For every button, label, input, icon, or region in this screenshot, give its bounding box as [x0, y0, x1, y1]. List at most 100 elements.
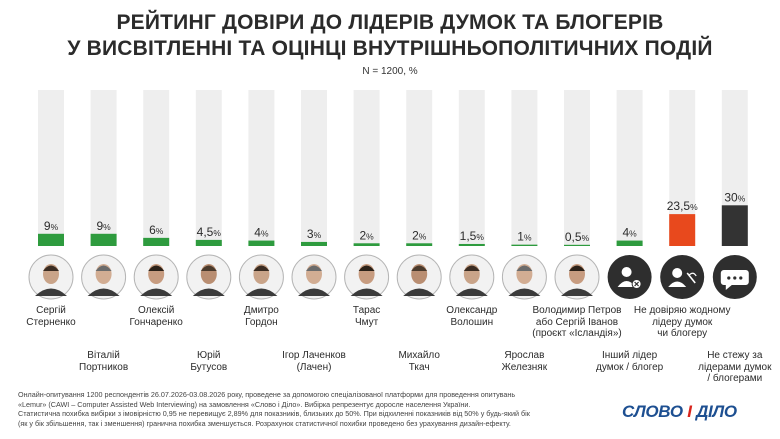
category-label-line: Михайло: [398, 350, 440, 361]
category-label: Тарас Чмут: [307, 305, 427, 328]
bar-track: [616, 90, 643, 246]
bar-group: 4%: [607, 90, 652, 299]
category-label-line: лідеру думок: [652, 316, 713, 328]
bar-value-label: 2%: [359, 228, 374, 242]
category-label-line: Ігор Лаченков: [282, 350, 346, 361]
category-label-line: Юрій: [197, 350, 221, 361]
bar-group: 9%: [28, 90, 74, 300]
bar-track: [248, 90, 275, 246]
category-label-line: Ярослав: [504, 350, 545, 361]
user-muted-icon: [660, 255, 705, 299]
category-label: Олександр Волошин: [412, 305, 532, 328]
category-label-line: Тарас: [352, 305, 381, 316]
bar: [353, 243, 380, 246]
bar-group: 2%: [344, 90, 390, 300]
person-photo-icon: [186, 254, 232, 300]
category-label-line: лідерами думок: [698, 361, 772, 373]
bar: [248, 240, 275, 246]
category-label: Ярослав Железняк: [464, 350, 584, 373]
bar-group: 4,5%: [186, 90, 232, 300]
footnote-line-4: (як у бік збільшення, так і зменшення) г…: [18, 418, 511, 428]
person-photo-icon: [449, 254, 495, 300]
bar-value-label: 9%: [44, 219, 59, 233]
footnote: Онлайн-опитування 1200 респондентів 26.0…: [18, 390, 618, 428]
category-label-line: Железняк: [501, 361, 548, 373]
category-label: Олексій Гончаренко: [96, 305, 216, 328]
category-label-line: Гордон: [245, 316, 278, 328]
category-label-line: Гончаренко: [129, 316, 183, 328]
category-label-line: чи блогеру: [657, 328, 708, 339]
footnote-line-3: Статистична похибка вибірки з імовірніст…: [18, 409, 530, 418]
bar-value-label: 1%: [517, 230, 532, 244]
category-label: Не довіряю жодному лідеру думок чи блогеру: [622, 305, 742, 340]
logo-pipe: І: [687, 402, 692, 421]
user-chat-x-icon: [607, 255, 652, 299]
bar-value-label: 4,5%: [197, 225, 222, 239]
category-label: Ігор Лаченков (Лачен): [254, 350, 374, 373]
bar: [143, 237, 170, 246]
bar: [301, 241, 327, 246]
bar-value-label: 4%: [254, 226, 269, 240]
footnote-line-2: «Lemur» (CAWI – Computer Assisted Web In…: [18, 399, 471, 409]
person-photo-icon: [133, 254, 179, 300]
category-label: Юрій Бутусов: [149, 350, 269, 373]
bar: [458, 243, 485, 246]
bar-track: [90, 90, 117, 246]
chart-title: РЕЙТИНГ ДОВІРИ ДО ЛІДЕРІВ ДУМОК ТА БЛОГЕ…: [0, 10, 780, 62]
category-label-line: думок / блогер: [595, 361, 664, 373]
category-label: Віталій Портников: [44, 350, 164, 373]
person-photo-icon: [291, 254, 337, 300]
person-photo-icon: [81, 254, 127, 300]
bar-value-label: 3%: [307, 227, 322, 241]
category-label: Інший лідер думок / блогер: [570, 350, 690, 373]
category-label: Не стежу за лідерами думок / блогерами: [675, 350, 780, 385]
bar-value-label: 23,5%: [667, 199, 698, 213]
person-photo-icon: [28, 254, 74, 300]
bar-track: [458, 90, 485, 246]
bar: [90, 233, 117, 246]
bar-track: [195, 90, 222, 246]
bar-group: 2%: [396, 90, 442, 300]
chart-subtitle: N = 1200, %: [362, 66, 418, 77]
bar-track: [301, 90, 327, 246]
bar-group: 30%: [712, 90, 757, 299]
bar-value-label: 6%: [149, 223, 164, 237]
person-photo-icon: [396, 254, 442, 300]
category-label: Михайло Ткач: [359, 350, 479, 373]
bar: [721, 205, 748, 246]
category-label-line: (проєкт «Ісландія»): [532, 328, 622, 339]
category-label: Дмитро Гордон: [201, 305, 321, 328]
bar-value-label: 30%: [724, 190, 745, 204]
category-label-line: Інший лідер: [601, 350, 658, 361]
category-label-line: Стерненко: [26, 316, 76, 328]
person-photo-icon: [554, 254, 600, 300]
bar-value-label: 0,5%: [565, 230, 590, 244]
bar-group: 0,5%: [554, 90, 600, 300]
title-line-1: РЕЙТИНГ ДОВІРИ ДО ЛІДЕРІВ ДУМОК ТА БЛОГЕ…: [116, 11, 664, 34]
logo-part-1: СЛОВО: [622, 402, 683, 421]
chat-dots-icon: [712, 255, 757, 299]
category-label-line: Сергій: [36, 305, 66, 316]
category-label-line: Дмитро: [243, 305, 279, 316]
bar-track: [38, 90, 64, 246]
category-label-line: (Лачен): [296, 361, 332, 373]
logo-part-2: ДІЛО: [696, 402, 737, 421]
bar: [669, 214, 696, 246]
bar-group: 1%: [501, 90, 547, 300]
bar-track: [353, 90, 380, 246]
person-photo-icon: [238, 254, 284, 300]
bar: [564, 244, 590, 246]
bar-group: 9%: [81, 90, 127, 300]
bar-track: [564, 90, 590, 246]
bar: [195, 239, 222, 246]
person-photo-icon: [501, 254, 547, 300]
category-label-line: або Сергій Іванов: [535, 316, 619, 328]
bar-group: 23,5%: [660, 90, 705, 299]
bar: [511, 244, 538, 246]
bar-group: 4%: [238, 90, 284, 300]
category-label-line: Олексій: [138, 305, 175, 316]
bar-value-label: 9%: [96, 219, 111, 233]
category-label-line: Чмут: [354, 316, 379, 328]
person-photo-icon: [344, 254, 390, 300]
